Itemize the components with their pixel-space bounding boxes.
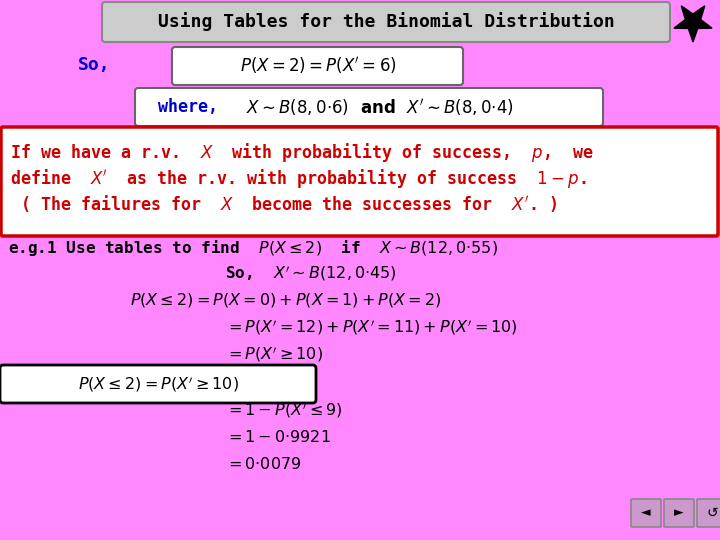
Text: e.g.1 Use tables to find  $P(X \leq 2)$  if  $X \sim B(12,0{\cdot}55)$: e.g.1 Use tables to find $P(X \leq 2)$ i… — [8, 238, 498, 258]
FancyBboxPatch shape — [135, 88, 603, 126]
Text: $= 0{\cdot}0079$: $= 0{\cdot}0079$ — [225, 456, 302, 472]
FancyBboxPatch shape — [102, 2, 670, 42]
Text: $X \sim B(8,0{\cdot}6)$  and  $X^{\prime} \sim B(8,0{\cdot}4)$: $X \sim B(8,0{\cdot}6)$ and $X^{\prime} … — [246, 97, 514, 118]
Text: define  $X^{\prime}$  as the r.v. with probability of success  $1-p$.: define $X^{\prime}$ as the r.v. with pro… — [10, 166, 587, 190]
FancyBboxPatch shape — [0, 365, 316, 403]
Text: $= 1 - 0{\cdot}9921$: $= 1 - 0{\cdot}9921$ — [225, 429, 330, 445]
Text: If we have a r.v.  $X$  with probability of success,  $p$,  we: If we have a r.v. $X$ with probability o… — [10, 140, 594, 164]
FancyBboxPatch shape — [631, 499, 661, 527]
Text: $P(X \leq 2) = P(X^{\prime} \geq 10)$: $P(X \leq 2) = P(X^{\prime} \geq 10)$ — [78, 374, 238, 394]
Text: $P(X=2) = P(X^{\prime}=6)$: $P(X=2) = P(X^{\prime}=6)$ — [240, 56, 396, 77]
Text: $= 1 - P(X^{\prime} \leq 9)$: $= 1 - P(X^{\prime} \leq 9)$ — [225, 400, 343, 420]
Text: ◄: ◄ — [642, 507, 651, 519]
Text: ►: ► — [674, 507, 684, 519]
Text: So,: So, — [78, 56, 111, 74]
FancyBboxPatch shape — [697, 499, 720, 527]
FancyBboxPatch shape — [664, 499, 694, 527]
FancyBboxPatch shape — [172, 47, 463, 85]
Text: ( The failures for  $X$  become the successes for  $X^{\prime}$. ): ( The failures for $X$ become the succes… — [10, 193, 557, 214]
Text: $= P(X^{\prime}=12) + P(X^{\prime}=11) + P(X^{\prime}=10)$: $= P(X^{\prime}=12) + P(X^{\prime}=11) +… — [225, 318, 518, 336]
Polygon shape — [674, 6, 712, 42]
Text: $P(X \leq 2) = P(X=0) + P(X=1) + P(X=2)$: $P(X \leq 2) = P(X=0) + P(X=1) + P(X=2)$ — [130, 291, 441, 309]
Text: Using Tables for the Binomial Distribution: Using Tables for the Binomial Distributi… — [158, 12, 614, 31]
FancyBboxPatch shape — [1, 127, 718, 236]
Text: ↺: ↺ — [706, 506, 718, 520]
Text: So,  $X^{\prime} \sim B(12,0{\cdot}45)$: So, $X^{\prime} \sim B(12,0{\cdot}45)$ — [225, 264, 397, 282]
Text: $= P(X^{\prime} \geq 10)$: $= P(X^{\prime} \geq 10)$ — [225, 345, 323, 363]
Text: where,: where, — [158, 98, 218, 116]
